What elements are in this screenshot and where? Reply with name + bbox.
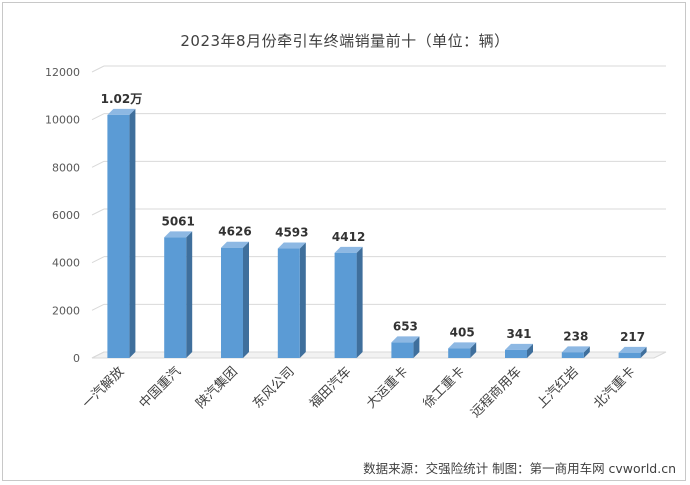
gridline-depth [91, 113, 105, 121]
x-tick-label: 东风公司 [250, 364, 297, 411]
bar-side [243, 241, 249, 358]
x-tick-label: 一汽解放 [80, 364, 127, 411]
data-label: 1.02万 [101, 92, 143, 106]
y-tick-label: 12000 [45, 66, 80, 79]
x-tick-label: 大运重卡 [363, 364, 411, 412]
bar [277, 242, 306, 358]
data-label: 653 [393, 319, 418, 333]
x-tick-label: 徐工重卡 [420, 364, 468, 412]
bar-front [277, 248, 300, 358]
bar-top [107, 108, 136, 115]
gridline-depth [91, 160, 105, 168]
bar-front [505, 349, 527, 358]
bar-top [164, 231, 193, 238]
bar-side [299, 242, 306, 358]
bar-side [527, 343, 533, 358]
bar-front [107, 114, 130, 359]
bar-front [448, 348, 471, 358]
x-axis: 一汽解放 中国重汽 陕汽集团 东风公司 福田汽车 大运重卡 徐工重卡 远程商用车 上汽红岩 北汽重… [80, 364, 639, 421]
x-tick-label: 陕汽集团 [193, 364, 241, 412]
bar-side [356, 246, 363, 358]
y-tick-label: 4000 [52, 257, 80, 270]
bar [505, 343, 533, 358]
y-axis: 0 2000 4000 6000 8000 10000 12000 [45, 66, 80, 365]
bar-front [391, 342, 414, 358]
bar-top [277, 242, 306, 249]
gridline-depth [91, 303, 105, 311]
bar-side [583, 346, 590, 358]
bar-top [618, 346, 647, 353]
bar-side [640, 346, 647, 358]
x-tick-label: 上汽红岩 [534, 364, 582, 412]
data-label: 4593 [275, 226, 308, 240]
bar [107, 108, 136, 359]
x-tick-label: 中国重汽 [136, 364, 184, 412]
y-tick-label: 8000 [52, 161, 80, 174]
bar-top [334, 246, 363, 253]
gridline-depth [91, 208, 105, 216]
data-label: 4626 [218, 225, 251, 239]
bar [561, 346, 590, 358]
y-tick-label: 0 [73, 352, 80, 365]
bar-side [186, 231, 193, 358]
bar [164, 231, 193, 358]
bar-side [470, 342, 477, 358]
x-tick-label: 远程商用车 [468, 364, 525, 421]
gridline-depth [91, 256, 105, 264]
y-tick-label: 2000 [52, 304, 80, 317]
bar-top [448, 342, 477, 349]
gridline-depth [91, 65, 105, 73]
data-label: 217 [620, 330, 645, 344]
bar-top [561, 346, 590, 353]
bar-side [413, 336, 420, 358]
data-label: 238 [563, 329, 588, 343]
x-tick-label: 福田汽车 [306, 364, 354, 412]
data-label: 5061 [161, 214, 194, 228]
chart-title: 2023年8月份牵引车终端销量前十（单位：辆） [180, 32, 510, 50]
bar-front [618, 352, 641, 358]
bar-top [221, 241, 249, 248]
bar-front [561, 352, 584, 358]
bar [448, 342, 477, 358]
bar [334, 246, 363, 358]
bar [618, 346, 647, 358]
bar-series [107, 108, 647, 359]
bar-top [391, 336, 420, 343]
y-tick-label: 6000 [52, 209, 80, 222]
source-note: 数据来源：交强险统计 制图：第一商用车网 cvworld.cn [363, 461, 676, 476]
bar-front [221, 247, 243, 358]
data-label: 4412 [332, 230, 365, 244]
x-tick-label: 北汽重卡 [590, 364, 638, 412]
bar-side [129, 108, 136, 359]
data-label: 341 [506, 327, 531, 341]
bar-front [164, 237, 187, 358]
bar [221, 241, 249, 358]
bar-front [334, 252, 357, 358]
data-labels: 1.02万 5061 4626 4593 4412 653 405 341 238 217 [101, 92, 646, 344]
bar-top [505, 343, 533, 350]
bar [391, 336, 420, 358]
data-label: 405 [450, 325, 475, 339]
y-tick-label: 10000 [45, 114, 80, 127]
